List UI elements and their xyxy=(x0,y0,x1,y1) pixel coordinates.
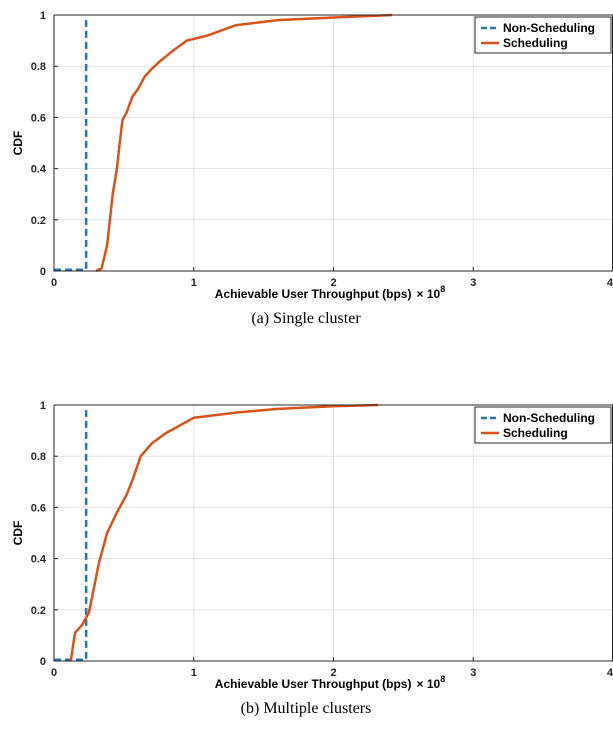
tick-labels: 0 1 2 3 4 0 0.2 0.4 0.6 0.8 1 xyxy=(31,10,613,289)
y-tick-label: 0 xyxy=(40,266,46,278)
y-tick-label: 0.2 xyxy=(31,215,46,227)
chart-panel-single-cluster: 0 1 2 3 4 0 0.2 0.4 0.6 0.8 1 Non-SchedulingSchedu… xyxy=(11,10,613,327)
series-line-scheduling xyxy=(95,13,393,273)
x-tick-label: 1 xyxy=(191,667,197,679)
y-tick-label: 0.2 xyxy=(31,605,46,617)
x-tick-label: 0 xyxy=(51,277,57,289)
legend-label: Non-Scheduling xyxy=(503,21,595,35)
series-layer xyxy=(54,403,379,662)
y-tick-label: 0.8 xyxy=(31,61,46,73)
y-tick-label: 0.6 xyxy=(31,502,46,514)
x-tick-label: 0 xyxy=(51,667,57,679)
x-tick-label: 3 xyxy=(470,667,476,679)
legend-label: Scheduling xyxy=(503,426,568,440)
x-axis-label-text: Achievable User Throughput (bps) xyxy=(215,677,412,691)
grid xyxy=(54,405,613,661)
x-tick-label: 2 xyxy=(330,667,336,679)
x-tick-label: 4 xyxy=(607,667,613,679)
y-axis-label: CDF xyxy=(11,131,25,156)
tick-labels: 0 1 2 3 4 0 0.2 0.4 0.6 0.8 1 xyxy=(31,400,613,679)
x-tick-label: 1 xyxy=(191,277,197,289)
x-axis-label-text: Achievable User Throughput (bps) xyxy=(215,287,412,301)
legend-box xyxy=(474,406,612,444)
x-axis-label: Achievable User Throughput (bps) × 108 xyxy=(215,674,445,691)
y-tick-label: 0.8 xyxy=(31,451,46,463)
legend-label: Scheduling xyxy=(503,36,568,50)
caption: (a) Single cluster xyxy=(251,310,361,327)
legend-label: Non-Scheduling xyxy=(503,411,595,425)
y-tick-label: 0.6 xyxy=(31,112,46,124)
x-tick-label: 2 xyxy=(330,277,336,289)
series-line-non-scheduling xyxy=(54,410,88,661)
y-tick-label: 0 xyxy=(40,656,46,668)
y-tick-label: 1 xyxy=(40,400,46,412)
y-tick-label: 0.4 xyxy=(31,554,47,566)
y-tick-label: 0.4 xyxy=(31,164,47,176)
legend-box xyxy=(474,16,612,54)
x-axis-multiplier: × 10 xyxy=(416,287,440,301)
grid xyxy=(54,15,613,271)
x-axis-exponent: 8 xyxy=(440,674,445,684)
series-line-non-scheduling xyxy=(54,20,88,271)
y-tick-label: 1 xyxy=(40,10,46,22)
x-axis-multiplier: × 10 xyxy=(416,677,440,691)
x-axis-label: Achievable User Throughput (bps) × 108 xyxy=(215,284,445,301)
x-tick-label: 3 xyxy=(470,277,476,289)
caption: (b) Multiple clusters xyxy=(241,700,372,717)
chart-panel-multiple-clusters: 0 1 2 3 4 0 0.2 0.4 0.6 0.8 1 Non-SchedulingSchedu… xyxy=(11,400,613,717)
x-axis-exponent: 8 xyxy=(440,284,445,294)
series-layer xyxy=(54,13,393,273)
series-line-scheduling xyxy=(69,403,379,662)
x-tick-label: 4 xyxy=(607,277,613,289)
y-axis-label: CDF xyxy=(11,521,25,546)
